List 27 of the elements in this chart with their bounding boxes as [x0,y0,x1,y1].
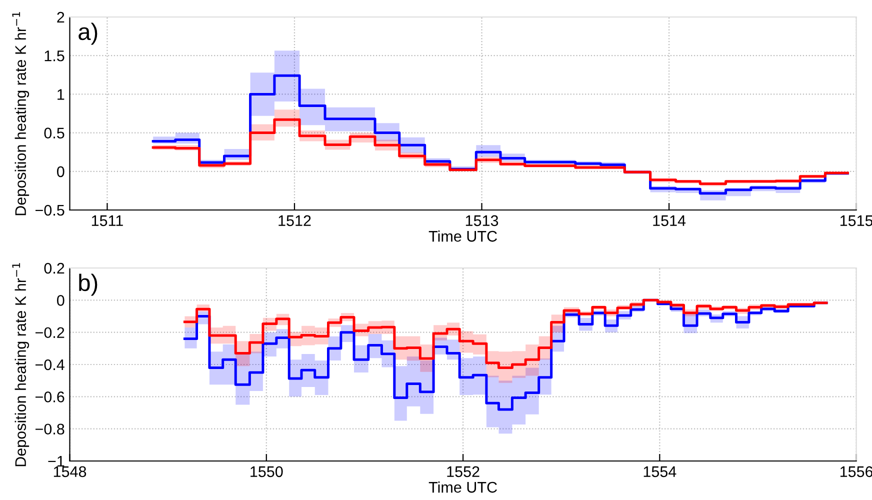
x-tick-label: 1514 [653,215,686,226]
y-tick-label: 0 [57,166,64,178]
x-tick-label: 1550 [250,466,283,478]
y-tick-label: −0.8 [35,424,64,435]
x-tick-label: 1513 [466,215,498,226]
y-axis-title: Deposition heating rate K hr$^{−1}$ [12,263,30,466]
y-tick-label: −0.6 [35,392,64,402]
x-tick-label: 1552 [447,466,480,478]
y-tick-label: −0.4 [35,359,64,370]
x-axis-title: Time UTC [428,481,497,493]
annotation: b) [79,274,98,296]
y-tick-label: 0.5 [44,128,64,138]
y-tick-label: 1.5 [44,50,64,62]
y-axis-title: Deposition heating rate K hr$^{−1}$ [12,12,30,216]
y-tick-label: −0.5 [35,204,64,216]
x-tick-label: 1554 [644,466,676,478]
y-tick-label: 2 [57,12,64,23]
annotation: a) [78,22,98,45]
y-tick-label: 0.2 [44,262,64,274]
y-tick-label: −1 [48,456,64,467]
x-axis-title: Time UTC [428,230,497,242]
y-tick-label: −0.2 [35,327,64,338]
y-tick-label: 0 [57,295,64,306]
x-tick-label: 1511 [92,215,123,226]
y-tick-label: 1 [58,89,64,100]
x-tick-label: 1512 [278,215,311,226]
x-tick-label: 1548 [54,466,86,478]
